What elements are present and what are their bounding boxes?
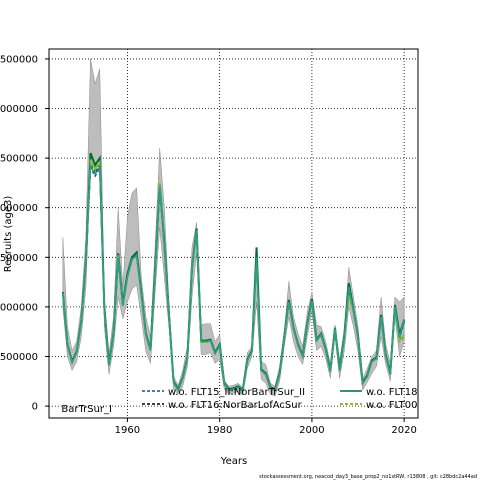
series-line-6 [62, 163, 405, 393]
plot-area [49, 49, 418, 418]
footnote: stockassessment.org, neacod_day3_base_pr… [259, 474, 477, 480]
x-axis-title: Years [220, 456, 247, 467]
x-tick-label: 2000 [299, 425, 324, 436]
x-axis-ticks: 1960 1980 2000 2020 [115, 418, 417, 436]
x-tick-label: 1980 [207, 425, 232, 436]
y-tick-label: 1500000 [0, 253, 38, 264]
confidence-band [62, 58, 405, 397]
y-axis-ticks: 0 500000 1000000 1500000 2000000 2500000 30000… [0, 54, 49, 413]
y-tick-label: 0 [32, 402, 38, 413]
y-tick-label: 500000 [0, 352, 38, 363]
y-tick-label: 3500000 [0, 54, 38, 65]
legend-label: w.o. FLT00 [366, 400, 418, 411]
x-tick-label: 2020 [391, 425, 416, 436]
y-tick-label: 1000000 [0, 302, 38, 313]
ci-band-area [62, 58, 405, 397]
plot-frame [48, 48, 419, 419]
y-tick-label: 2000000 [0, 203, 38, 214]
series-lines [61, 152, 406, 394]
legend-label: w.o. FLT18 [366, 387, 418, 398]
x-tick-label: 1960 [115, 425, 140, 436]
legend-label: w.o. FLT16:NorBarLofAcSur [168, 400, 303, 411]
y-tick-label: 3000000 [0, 104, 38, 115]
y-tick-label: 2500000 [0, 154, 38, 165]
plot-background [49, 49, 418, 418]
legend-label: w.o. FLT15_II:NorBarTrSur_II [168, 387, 305, 398]
legend: BarTrSur_I w.o. FLT15_II:NorBarTrSur_II w.… [61, 387, 417, 415]
y-axis-title: Recruits (age3) [3, 196, 14, 273]
legend-label: BarTrSur_I [61, 404, 112, 415]
plot-border [48, 48, 419, 419]
